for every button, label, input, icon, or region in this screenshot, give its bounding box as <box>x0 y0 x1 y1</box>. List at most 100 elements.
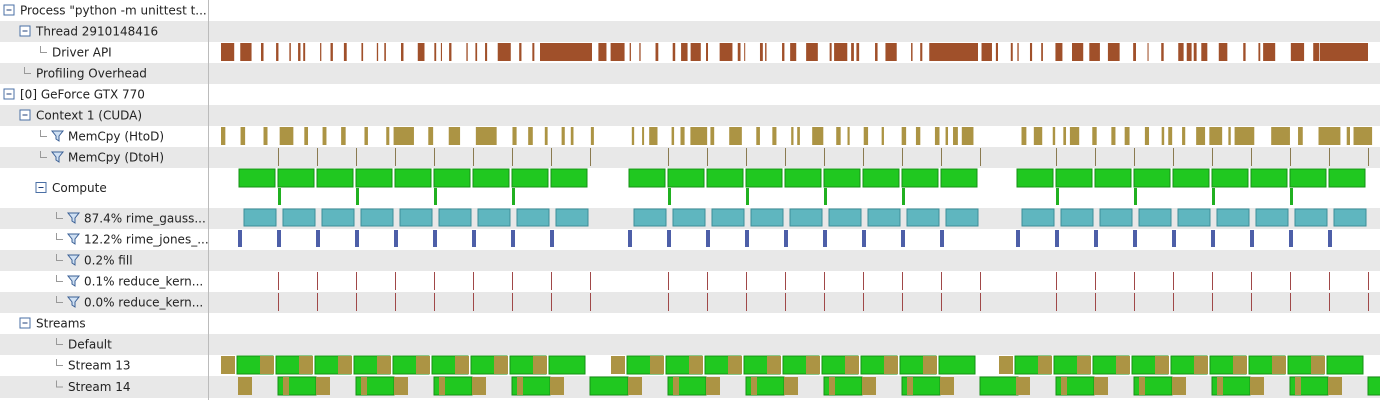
timeline-bar <box>439 377 445 395</box>
timeline-bar <box>519 43 522 61</box>
timeline-bar <box>438 208 472 227</box>
timeline-bar <box>1138 208 1172 227</box>
timeline-bar <box>851 43 854 61</box>
row-label[interactable]: MemCpy (DtoH) <box>68 151 164 165</box>
row-label[interactable]: Streams <box>36 317 86 331</box>
timeline-bar <box>394 168 432 188</box>
timeline-bar <box>1346 127 1350 145</box>
row-label[interactable]: Stream 14 <box>68 380 131 394</box>
timeline-bar <box>690 127 708 145</box>
timeline-bar <box>1182 127 1186 145</box>
timeline-bar <box>321 208 355 227</box>
timeline-bar <box>1328 230 1332 247</box>
timeline-bar <box>940 377 954 395</box>
timeline-bar <box>789 208 823 227</box>
timeline-bar <box>1133 230 1137 247</box>
timeline-bar <box>1212 188 1215 205</box>
row-label[interactable]: Default <box>68 338 112 352</box>
timeline-bar <box>360 208 394 227</box>
timeline-bar <box>561 127 565 145</box>
timeline-bar <box>1294 208 1328 227</box>
timeline-bar <box>512 188 515 205</box>
row-label[interactable]: Thread 2910148416 <box>35 25 158 39</box>
timeline-bar <box>681 43 688 61</box>
timeline-bar <box>945 127 949 145</box>
tree-connector <box>56 338 63 345</box>
timeline-bar <box>772 127 777 145</box>
timeline-bar <box>728 356 742 374</box>
timeline-bar <box>828 208 862 227</box>
timeline-bar <box>238 168 276 188</box>
timeline-bar <box>1089 43 1100 61</box>
timeline-bar <box>1272 356 1286 374</box>
timeline-bar <box>862 168 900 188</box>
timeline-bar <box>938 355 976 375</box>
timeline-bar <box>472 168 510 188</box>
timeline-bar <box>1021 208 1055 227</box>
timeline-bar <box>221 127 226 145</box>
timeline-bar <box>399 208 433 227</box>
row-label[interactable]: 0.1% reduce_kern... <box>84 275 203 289</box>
timeline-bar <box>1209 127 1223 145</box>
row-label[interactable]: Context 1 (CUDA) <box>36 109 142 123</box>
timeline-bar <box>1010 43 1013 61</box>
timeline-bar <box>902 188 905 205</box>
row-label[interactable]: [0] GeForce GTX 770 <box>20 88 145 102</box>
timeline-bar <box>279 127 294 145</box>
timeline-bar <box>472 377 486 395</box>
timeline-bar <box>784 230 788 247</box>
timeline-bar <box>485 43 488 61</box>
timeline-bar <box>261 43 264 61</box>
filter-icon <box>50 130 65 142</box>
row-label[interactable]: Compute <box>52 181 107 195</box>
timeline-bar <box>884 356 898 374</box>
timeline-bar <box>729 127 742 145</box>
tree-connector <box>56 296 63 303</box>
timeline-bar <box>1133 168 1171 188</box>
timeline-bar <box>1172 168 1210 188</box>
timeline-bar <box>1116 356 1130 374</box>
row-label[interactable]: Process "python -m unittest t... <box>20 4 207 18</box>
timeline-bar <box>824 188 827 205</box>
row-label[interactable]: Driver API <box>52 46 112 60</box>
row-label[interactable]: Profiling Overhead <box>36 67 147 81</box>
timeline-bar <box>862 377 876 395</box>
timeline-bar <box>1161 43 1164 61</box>
timeline-bar <box>1055 230 1059 247</box>
row-label[interactable]: 87.4% rime_gauss... <box>84 212 206 226</box>
timeline-bar <box>1139 377 1145 395</box>
timeline-bar <box>475 127 497 145</box>
row-label[interactable]: 0.2% fill <box>84 254 133 268</box>
row-label[interactable]: 12.2% rime_jones_... <box>84 233 209 247</box>
timeline-bar <box>875 43 878 61</box>
row-bg <box>0 126 1380 147</box>
timeline-bar <box>631 127 635 145</box>
timeline-bar <box>628 168 666 188</box>
timeline-bar <box>745 230 749 247</box>
timeline-bar <box>672 43 676 61</box>
timeline-bar <box>238 230 242 247</box>
timeline-bar <box>477 208 511 227</box>
timeline-bar <box>1055 168 1093 188</box>
timeline-bar <box>343 43 347 61</box>
timeline-bar <box>751 377 757 395</box>
row-label[interactable]: 0.0% reduce_kern... <box>84 296 203 310</box>
timeline-bar <box>953 127 958 145</box>
timeline-bar <box>911 43 913 61</box>
row-bg <box>0 250 1380 271</box>
timeline-bar <box>1124 127 1130 145</box>
timeline-bar <box>316 230 320 247</box>
timeline-bar <box>338 356 352 374</box>
row-label[interactable]: Stream 13 <box>68 359 131 373</box>
row-bg <box>0 147 1380 168</box>
timeline-bar <box>650 356 664 374</box>
row-bg <box>0 63 1380 84</box>
timeline-bar <box>1328 168 1366 188</box>
timeline-bar <box>240 127 246 145</box>
timeline-bar <box>756 127 760 145</box>
timeline-bar <box>797 127 800 145</box>
row-label[interactable]: MemCpy (HtoD) <box>68 130 164 144</box>
timeline-bar <box>829 43 832 61</box>
timeline-bar <box>1060 208 1094 227</box>
